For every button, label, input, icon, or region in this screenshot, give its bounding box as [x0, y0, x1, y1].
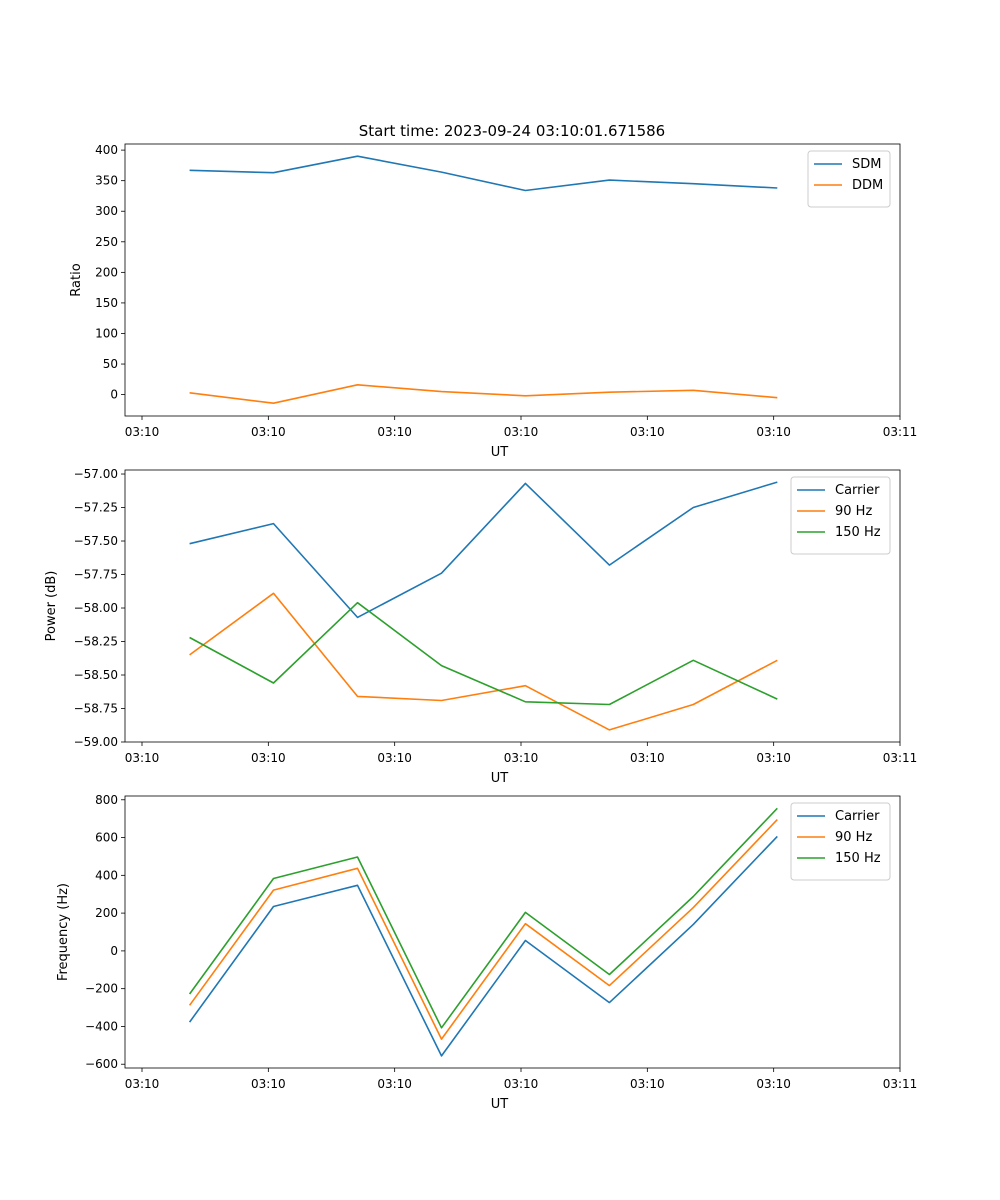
- power-x-axis-label: UT: [491, 771, 509, 786]
- frequency-y-axis-label: Frequency (Hz): [56, 883, 71, 981]
- ratio-y-tick-label: 50: [103, 357, 118, 371]
- frequency-y-tick-label: 200: [95, 906, 118, 920]
- power-x-tick-label: 03:10: [630, 751, 665, 765]
- frequency-x-tick-label: 03:10: [504, 1077, 539, 1091]
- ratio-x-axis-label: UT: [491, 445, 509, 460]
- frequency-series-150-hz-line: [188, 807, 778, 1029]
- frequency-series-carrier-line: [188, 835, 778, 1057]
- frequency-legend-label: 90 Hz: [835, 830, 872, 845]
- frequency-y-tick-label: −400: [85, 1019, 118, 1033]
- frequency-x-tick-label: 03:10: [756, 1077, 791, 1091]
- ratio-y-tick-label: 100: [95, 326, 118, 340]
- ratio-x-tick-label: 03:10: [504, 425, 539, 439]
- ratio-x-tick-label: 03:10: [377, 425, 412, 439]
- power-y-tick-label: −57.00: [74, 467, 118, 481]
- ratio-x-tick-label: 03:10: [251, 425, 286, 439]
- power-x-tick-label: 03:10: [251, 751, 286, 765]
- power-y-tick-label: −58.50: [74, 668, 118, 682]
- power-y-tick-label: −58.75: [74, 702, 118, 716]
- power-x-tick-label: 03:10: [756, 751, 791, 765]
- frequency-x-axis-label: UT: [491, 1097, 509, 1112]
- ratio-y-tick-label: 250: [95, 235, 118, 249]
- frequency-y-tick-label: 600: [95, 831, 118, 845]
- power-panel: 03:10 03:10 03:10 03:10 03:10 03:10 03:11 −59.0…: [44, 467, 917, 786]
- frequency-y-tick-label: −600: [85, 1057, 118, 1071]
- ratio-x-tick-label: 03:10: [756, 425, 791, 439]
- frequency-series-90-hz-line: [188, 819, 778, 1040]
- power-series-90-hz-line: [189, 592, 778, 731]
- power-legend-label: 90 Hz: [835, 504, 872, 519]
- ratio-series-sdm-line: [189, 155, 778, 192]
- ratio-y-tick-label: 0: [110, 388, 118, 402]
- ratio-x-tick-label: 03:10: [630, 425, 665, 439]
- frequency-x-tick-label: 03:11: [883, 1077, 918, 1091]
- frequency-y-tick-label: 0: [110, 944, 118, 958]
- power-y-tick-label: −59.00: [74, 735, 118, 749]
- power-x-tick-label: 03:10: [504, 751, 539, 765]
- figure-title: Start time: 2023-09-24 03:10:01.671586: [359, 122, 665, 140]
- ratio-legend: [807, 150, 891, 208]
- power-legend-label: 150 Hz: [835, 525, 881, 540]
- power-y-tick-label: −58.25: [74, 635, 118, 649]
- power-series-150-hz-line: [189, 601, 778, 706]
- ratio-y-tick-label: 350: [95, 174, 118, 188]
- frequency-x-tick-label: 03:10: [377, 1077, 412, 1091]
- power-legend: [790, 476, 891, 555]
- ratio-y-tick-label: 150: [95, 296, 118, 310]
- power-y-tick-label: −57.25: [74, 501, 118, 515]
- frequency-x-tick-label: 03:10: [125, 1077, 160, 1091]
- power-y-tick-label: −57.50: [74, 534, 118, 548]
- frequency-x-tick-label: 03:10: [630, 1077, 665, 1091]
- ratio-axes-frame: [124, 143, 901, 417]
- ratio-x-tick-label: 03:11: [883, 425, 918, 439]
- ratio-panel: 03:10 03:10 03:10 03:10 03:10 03:10 03:11 0 50 10…: [69, 143, 917, 460]
- ratio-y-tick-label: 200: [95, 265, 118, 279]
- power-legend-label: Carrier: [835, 483, 880, 498]
- ratio-series-ddm-line: [189, 383, 778, 405]
- ratio-legend-label: DDM: [852, 178, 883, 193]
- frequency-legend-label: Carrier: [835, 809, 880, 824]
- power-y-axis-label: Power (dB): [44, 571, 59, 642]
- frequency-legend-label: 150 Hz: [835, 851, 881, 866]
- power-axes-frame: [124, 469, 901, 743]
- ratio-y-tick-label: 400: [95, 143, 118, 157]
- power-y-tick-label: −58.00: [74, 601, 118, 615]
- frequency-y-tick-label: −200: [85, 982, 118, 996]
- ratio-y-tick-label: 300: [95, 204, 118, 218]
- frequency-y-tick-label: 400: [95, 868, 118, 882]
- power-x-tick-label: 03:11: [883, 751, 918, 765]
- ratio-x-tick-label: 03:10: [125, 425, 160, 439]
- frequency-y-tick-label: 800: [95, 793, 118, 807]
- power-x-tick-label: 03:10: [377, 751, 412, 765]
- frequency-axes-frame: [124, 795, 901, 1069]
- power-series-carrier-line: [189, 481, 778, 619]
- power-x-tick-label: 03:10: [125, 751, 160, 765]
- frequency-legend: [790, 802, 891, 881]
- frequency-panel: 03:10 03:10 03:10 03:10 03:10 03:10 03:11 −600 −…: [56, 793, 917, 1112]
- frequency-x-tick-label: 03:10: [251, 1077, 286, 1091]
- ratio-legend-label: SDM: [852, 157, 881, 172]
- power-y-tick-label: −57.75: [74, 568, 118, 582]
- ratio-y-axis-label: Ratio: [69, 263, 84, 296]
